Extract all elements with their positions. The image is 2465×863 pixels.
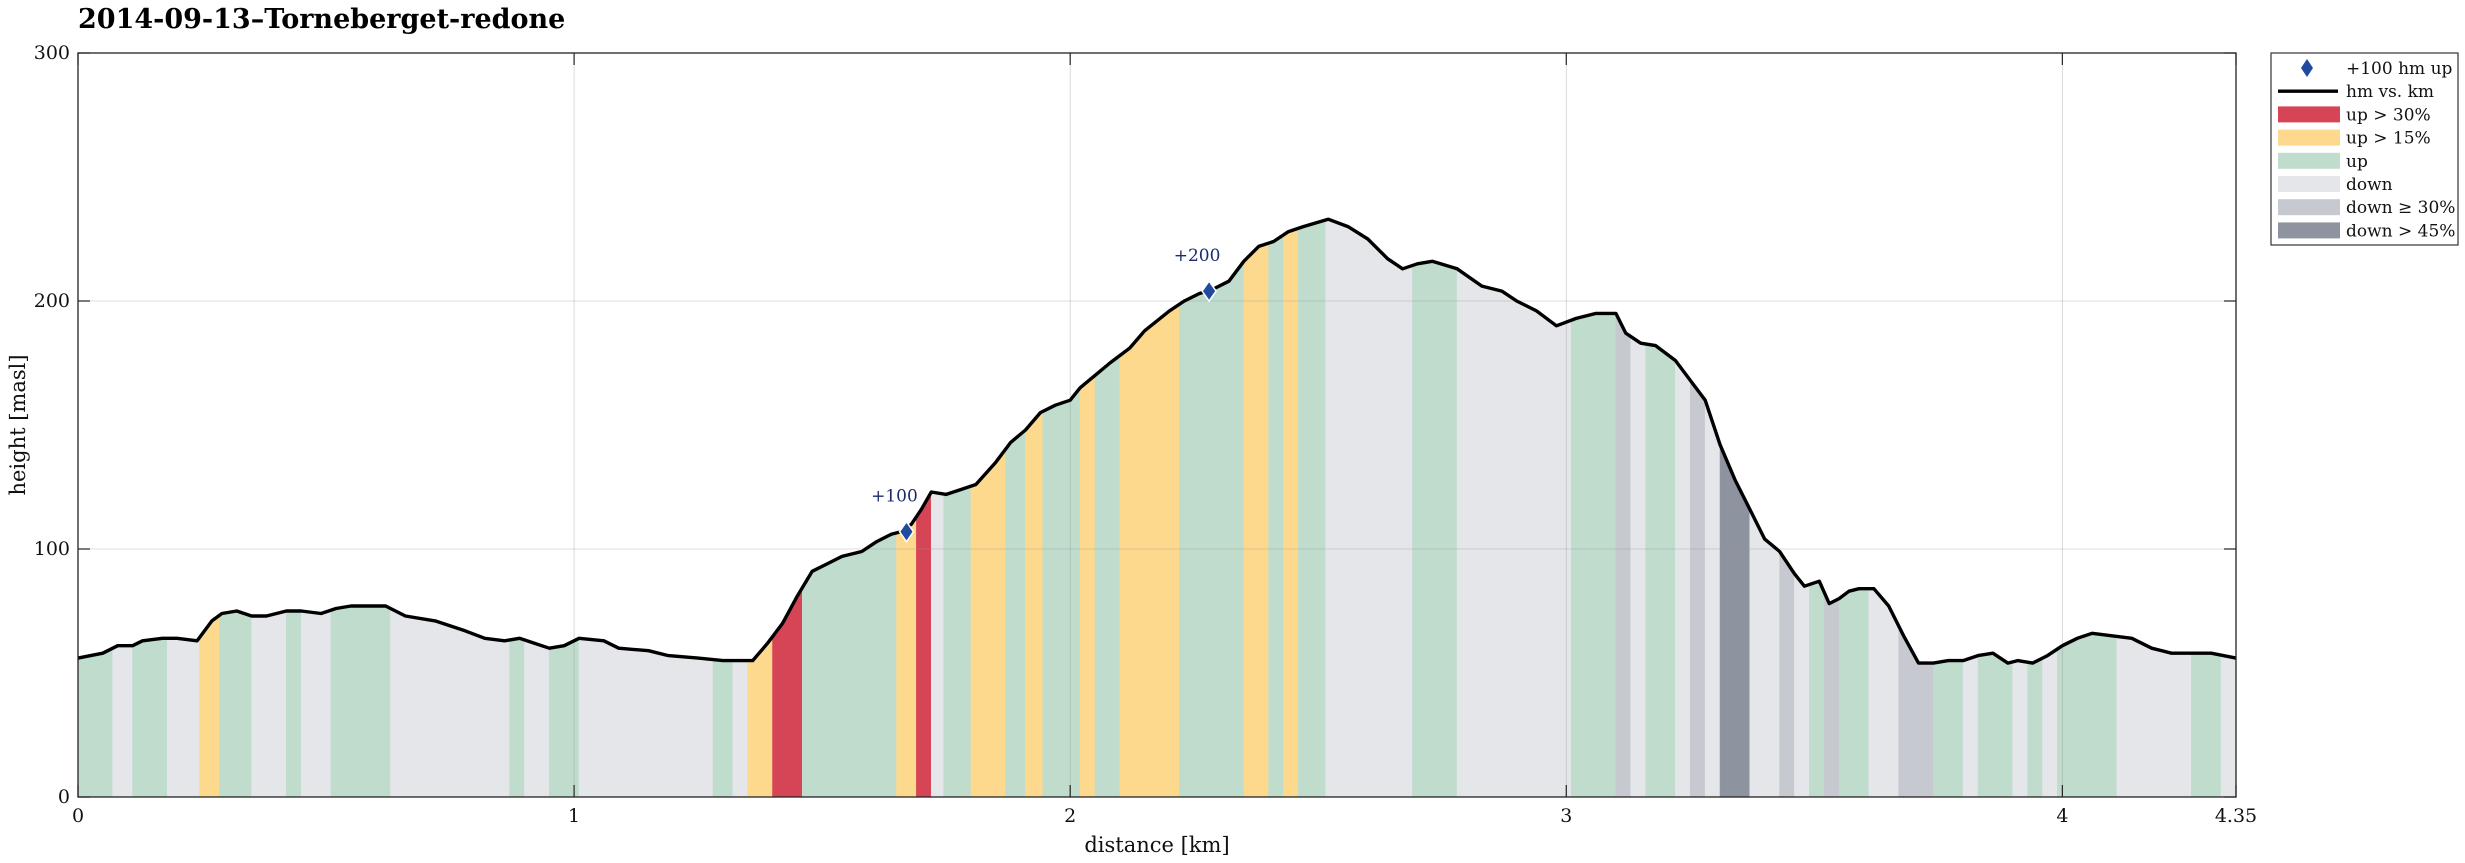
segment-up bbox=[133, 638, 168, 797]
x-tick-label: 0 bbox=[72, 805, 84, 827]
segment-down bbox=[931, 492, 943, 797]
segment-down bbox=[579, 638, 713, 797]
legend-entry-label: +100 hm up bbox=[2346, 59, 2453, 79]
legend-entry-label: down ≥ 30% bbox=[2346, 198, 2455, 218]
segment-up bbox=[713, 660, 733, 797]
segment-up bbox=[1006, 430, 1026, 797]
x-tick-label: 3 bbox=[1560, 805, 1572, 827]
segment-up15 bbox=[897, 517, 917, 797]
legend-entry-label: up > 15% bbox=[2346, 129, 2431, 149]
segment-down30 bbox=[1616, 313, 1631, 797]
segment-up bbox=[1933, 661, 1963, 797]
segment-down bbox=[1631, 337, 1646, 797]
x-tick-label: 4.35 bbox=[2215, 805, 2257, 827]
segment-down bbox=[113, 646, 133, 797]
segment-up bbox=[2057, 633, 2117, 797]
segment-down bbox=[1675, 361, 1690, 797]
segment-up bbox=[78, 648, 113, 797]
segment-up bbox=[2191, 653, 2221, 797]
legend-patch-swatch bbox=[2278, 176, 2340, 192]
segment-down bbox=[1963, 656, 1978, 797]
legend-patch-swatch bbox=[2278, 153, 2340, 169]
segment-down bbox=[524, 640, 549, 797]
segment-up bbox=[1179, 261, 1243, 797]
segment-up15 bbox=[200, 615, 220, 797]
legend: +100 hm up hm vs. km up > 30% up > 15% up dow… bbox=[2271, 53, 2458, 245]
segment-down bbox=[167, 637, 199, 797]
segment-down bbox=[391, 609, 510, 797]
segment-down bbox=[1750, 509, 1780, 797]
legend-patch-swatch bbox=[2278, 199, 2340, 215]
segment-up bbox=[1809, 581, 1824, 797]
slope-segments bbox=[78, 219, 2236, 797]
segment-up bbox=[1095, 356, 1120, 797]
segment-up15 bbox=[971, 449, 1006, 797]
legend-entry-label: down bbox=[2346, 175, 2393, 195]
x-tick-label: 4 bbox=[2056, 805, 2068, 827]
segment-up15 bbox=[1080, 375, 1095, 797]
x-tick-label: 1 bbox=[568, 805, 580, 827]
segment-down bbox=[1326, 219, 1413, 797]
segment-down30 bbox=[1690, 380, 1705, 797]
legend-entry-label: down > 45% bbox=[2346, 221, 2455, 241]
elevation-marker-label: +200 bbox=[1174, 246, 1221, 266]
segment-up bbox=[1646, 344, 1676, 797]
y-axis-label: height [masl] bbox=[6, 354, 30, 495]
x-tick-label: 2 bbox=[1064, 805, 1076, 827]
segment-down bbox=[2043, 649, 2058, 797]
segment-down30 bbox=[1780, 551, 1795, 797]
segment-down bbox=[2221, 655, 2236, 797]
y-tick-label: 0 bbox=[58, 786, 70, 808]
segment-up bbox=[219, 611, 251, 797]
segment-down bbox=[2117, 636, 2191, 797]
segment-up bbox=[331, 606, 391, 797]
segment-up bbox=[286, 611, 301, 797]
segment-down30 bbox=[1824, 592, 1839, 797]
plot-area: +100 +200 bbox=[78, 53, 2236, 797]
y-tick-label: 100 bbox=[34, 538, 70, 560]
legend-entry-label: up bbox=[2346, 152, 2368, 172]
segment-up bbox=[2028, 658, 2043, 797]
segment-up bbox=[1978, 653, 2013, 797]
legend-patch-swatch bbox=[2278, 222, 2340, 238]
segment-up bbox=[1839, 589, 1869, 797]
segment-up15 bbox=[1284, 228, 1299, 797]
x-axis-label: distance [km] bbox=[1084, 833, 1229, 857]
segment-up15 bbox=[1244, 243, 1269, 797]
elevation-marker-label: +100 bbox=[871, 487, 918, 507]
y-tick-label: 300 bbox=[34, 42, 70, 64]
segment-down bbox=[1705, 400, 1720, 797]
segment-up30 bbox=[773, 588, 803, 797]
segment-up bbox=[1298, 220, 1325, 797]
segment-up bbox=[944, 486, 971, 797]
segment-up bbox=[1269, 235, 1284, 797]
segment-down bbox=[252, 611, 287, 797]
chart-title: 2014-09-13–Torneberget-redone bbox=[78, 4, 565, 35]
y-tick-label: 200 bbox=[34, 290, 70, 312]
segment-up bbox=[510, 638, 525, 797]
segment-up15 bbox=[1026, 411, 1043, 797]
segment-down bbox=[1457, 269, 1571, 797]
segment-down bbox=[2013, 661, 2028, 797]
segment-up30 bbox=[916, 492, 931, 797]
segment-down30 bbox=[1899, 626, 1934, 797]
segment-up15 bbox=[1120, 304, 1180, 797]
segment-down bbox=[301, 610, 331, 797]
segment-up bbox=[802, 533, 896, 797]
segment-down bbox=[733, 661, 748, 797]
segment-up bbox=[1412, 261, 1457, 797]
legend-entry-label: up > 30% bbox=[2346, 105, 2431, 125]
segment-up bbox=[1043, 388, 1080, 797]
legend-patch-swatch bbox=[2278, 106, 2340, 122]
segment-down bbox=[1794, 574, 1809, 797]
segment-up bbox=[1571, 313, 1616, 797]
legend-entry-label: hm vs. km bbox=[2346, 82, 2434, 102]
legend-patch-swatch bbox=[2278, 130, 2340, 146]
segment-up bbox=[549, 638, 579, 797]
